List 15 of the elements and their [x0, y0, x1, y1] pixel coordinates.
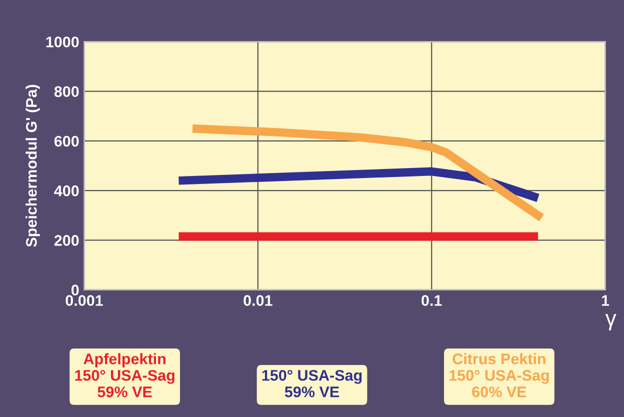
y-tick-label: 800 — [54, 86, 79, 98]
text: Citrus Pektin 150° USA-Sag 60% VE — [450, 353, 549, 398]
x-tick-label: 0.1 — [422, 295, 442, 306]
y-tick-label: 1000 — [46, 36, 79, 48]
x-tick-label: 0.01 — [244, 295, 272, 306]
text: Apfelpektin 150° USA-Sag 59% VE — [75, 353, 174, 398]
x-tick-label: 1 — [602, 295, 610, 306]
y-tick-label: 0 — [71, 284, 79, 296]
text: 150° USA-Sag 59% VE — [262, 370, 362, 398]
x-tick-label: 0.001 — [66, 295, 103, 306]
y-axis-title: Speichermodul G' (Pa) — [26, 84, 40, 247]
y-tick-label: 400 — [54, 185, 79, 196]
y-tick-label: 600 — [54, 136, 79, 147]
x-axis-title: γ — [605, 314, 616, 330]
y-tick-label: 200 — [54, 235, 79, 246]
